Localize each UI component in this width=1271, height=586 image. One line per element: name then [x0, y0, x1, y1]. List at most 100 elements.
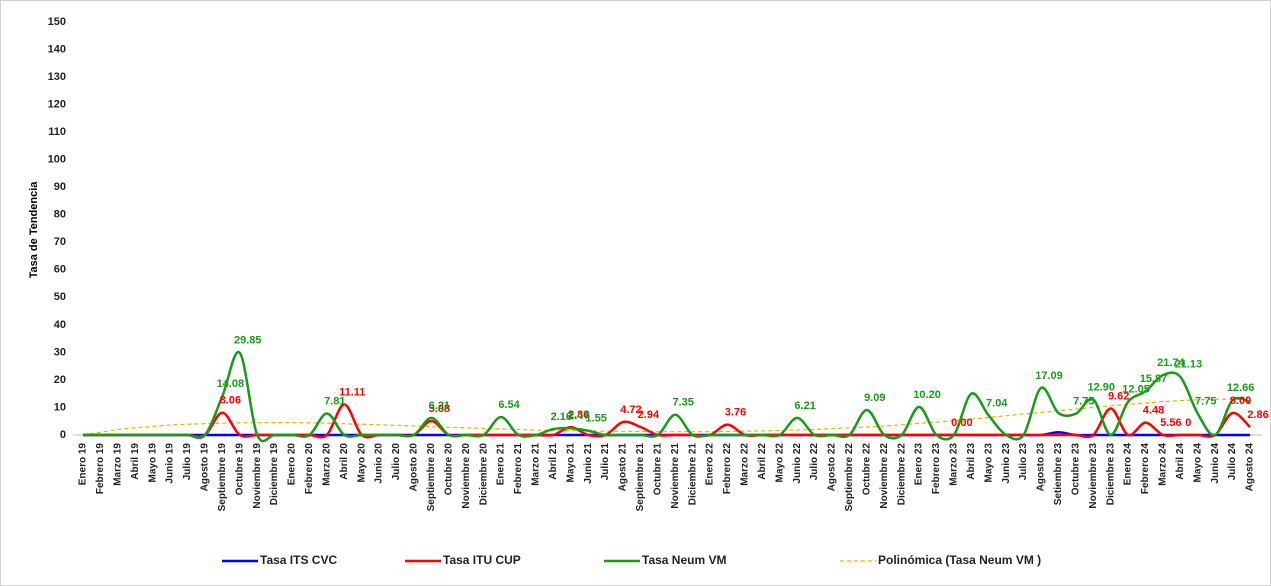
x-tick-label: Febrero 20: [304, 443, 315, 495]
x-tick-label: Marzo 22: [740, 443, 751, 486]
x-tick-label: Diciembre 22: [896, 443, 907, 506]
x-tick-label: Marzo 23: [949, 443, 960, 486]
y-tick-label: 70: [54, 236, 66, 248]
x-tick-label: Mayo 21: [565, 443, 576, 483]
x-tick-label: Julio 20: [391, 443, 402, 481]
series-line: [83, 351, 1251, 443]
data-label: 21.74: [1157, 357, 1185, 369]
data-label: 6.21: [794, 400, 815, 412]
x-tick-label: Agosto 19: [200, 443, 211, 492]
legend-label: Polinómica (Tasa Neum VM ): [878, 553, 1041, 567]
data-label: 12.66: [1227, 382, 1255, 394]
x-tick-label: Enero 22: [705, 443, 716, 486]
x-tick-label: Mayo 24: [1192, 443, 1203, 483]
y-tick-label: 10: [54, 401, 66, 413]
data-label: 10.20: [913, 389, 941, 401]
data-label: 6.21: [429, 400, 450, 412]
y-tick-label: 30: [54, 346, 66, 358]
data-label: 2.94: [638, 409, 660, 421]
data-label: 9.62: [1108, 390, 1129, 402]
x-tick-label: Julio 19: [182, 443, 193, 481]
legend-label: Tasa ITS CVC: [260, 553, 337, 567]
x-tick-label: Noviembre 20: [461, 443, 472, 509]
x-tick-label: Febrero 24: [1140, 443, 1151, 495]
data-label: 2.47: [568, 410, 589, 422]
x-tick-label: Enero 20: [287, 443, 298, 486]
data-label: 5.56: [1160, 417, 1181, 429]
x-tick-label: Octubre 21: [652, 443, 663, 496]
x-tick-label: Octubre 20: [443, 443, 454, 496]
data-label: 2.86: [568, 409, 589, 421]
data-label: 0.00: [951, 417, 972, 429]
data-label: 7.35: [672, 397, 693, 409]
y-tick-label: 150: [48, 16, 66, 28]
x-tick-label: Junio 21: [583, 443, 594, 484]
data-label: 7.04: [986, 398, 1008, 410]
x-tick-label: Junio 22: [792, 443, 803, 484]
x-tick-label: Diciembre 21: [687, 443, 698, 506]
legend-label: Tasa Neum VM: [642, 553, 726, 567]
y-tick-label: 20: [54, 374, 66, 386]
series-line: [83, 403, 1251, 439]
y-tick-label: 120: [48, 99, 66, 111]
x-tick-label: Setiembre 23: [1053, 443, 1064, 506]
data-label: 11.11: [339, 386, 365, 398]
x-tick-label: Noviembre 22: [879, 443, 890, 509]
data-label: 4.48: [1143, 405, 1164, 417]
data-label: 21.13: [1175, 359, 1203, 371]
x-tick-label: Mayo 19: [147, 443, 158, 483]
x-tick-label: Julio 24: [1227, 443, 1238, 481]
x-tick-label: Abril 22: [757, 443, 768, 480]
x-tick-label: Octubre 23: [1070, 443, 1081, 496]
x-tick-label: Octubre 19: [234, 443, 245, 496]
x-tick-label: Agosto 23: [1036, 443, 1047, 492]
legend-label: Tasa ITU CUP: [443, 553, 521, 567]
x-tick-label: Septiembre 19: [217, 443, 228, 512]
x-tick-label: Abril 23: [966, 443, 977, 480]
x-tick-label: Noviembre 21: [670, 443, 681, 509]
y-tick-label: 130: [48, 71, 66, 83]
x-tick-label: Marzo 21: [531, 443, 542, 486]
x-tick-label: Septiembre 20: [426, 443, 437, 512]
x-tick-label: Junio 19: [165, 443, 176, 484]
data-label: 29.85: [234, 335, 262, 347]
y-tick-label: 50: [54, 291, 66, 303]
y-tick-label: 60: [54, 264, 66, 276]
y-axis-label: Tasa de Tendencia: [28, 181, 40, 279]
x-tick-label: Mayo 22: [774, 443, 785, 483]
x-tick-label: Diciembre 19: [269, 443, 280, 506]
data-label: 17.09: [1035, 370, 1063, 382]
x-tick-label: Abril 19: [130, 443, 141, 480]
data-label: 6.54: [498, 399, 520, 411]
x-tick-label: Agosto 20: [409, 443, 420, 492]
y-tick-label: 100: [48, 154, 66, 166]
data-label: 12.05: [1122, 384, 1150, 396]
data-label: 3.76: [725, 407, 746, 419]
x-tick-label: Diciembre 23: [1105, 443, 1116, 506]
y-tick-label: 80: [54, 209, 66, 221]
x-tick-label: Marzo 24: [1158, 443, 1169, 486]
x-tick-label: Enero 21: [496, 443, 507, 486]
x-tick-label: Agosto 24: [1245, 443, 1256, 492]
data-label: 8.00: [1230, 395, 1251, 407]
y-tick-label: 140: [48, 43, 66, 55]
x-tick-label: Abril 24: [1175, 443, 1186, 480]
x-tick-label: Octubre 22: [861, 443, 872, 496]
y-tick-label: 110: [48, 126, 66, 138]
x-tick-label: Septiembre 22: [844, 443, 855, 512]
x-tick-label: Marzo 20: [321, 443, 332, 486]
x-tick-label: Enero 23: [914, 443, 925, 486]
x-tick-label: Febrero 22: [722, 443, 733, 495]
data-label: 1.55: [585, 413, 606, 425]
y-tick-label: 40: [54, 319, 66, 331]
data-label: 14.08: [217, 378, 245, 390]
data-label: 9.09: [864, 392, 885, 404]
data-label: 7.75: [1195, 396, 1216, 408]
x-tick-label: Agosto 21: [618, 443, 629, 492]
data-label: 7.81: [324, 395, 345, 407]
data-label: 0: [1185, 417, 1191, 429]
data-label: 12.90: [1087, 381, 1115, 393]
x-tick-label: Junio 20: [374, 443, 385, 484]
y-tick-label: 0: [60, 429, 66, 441]
